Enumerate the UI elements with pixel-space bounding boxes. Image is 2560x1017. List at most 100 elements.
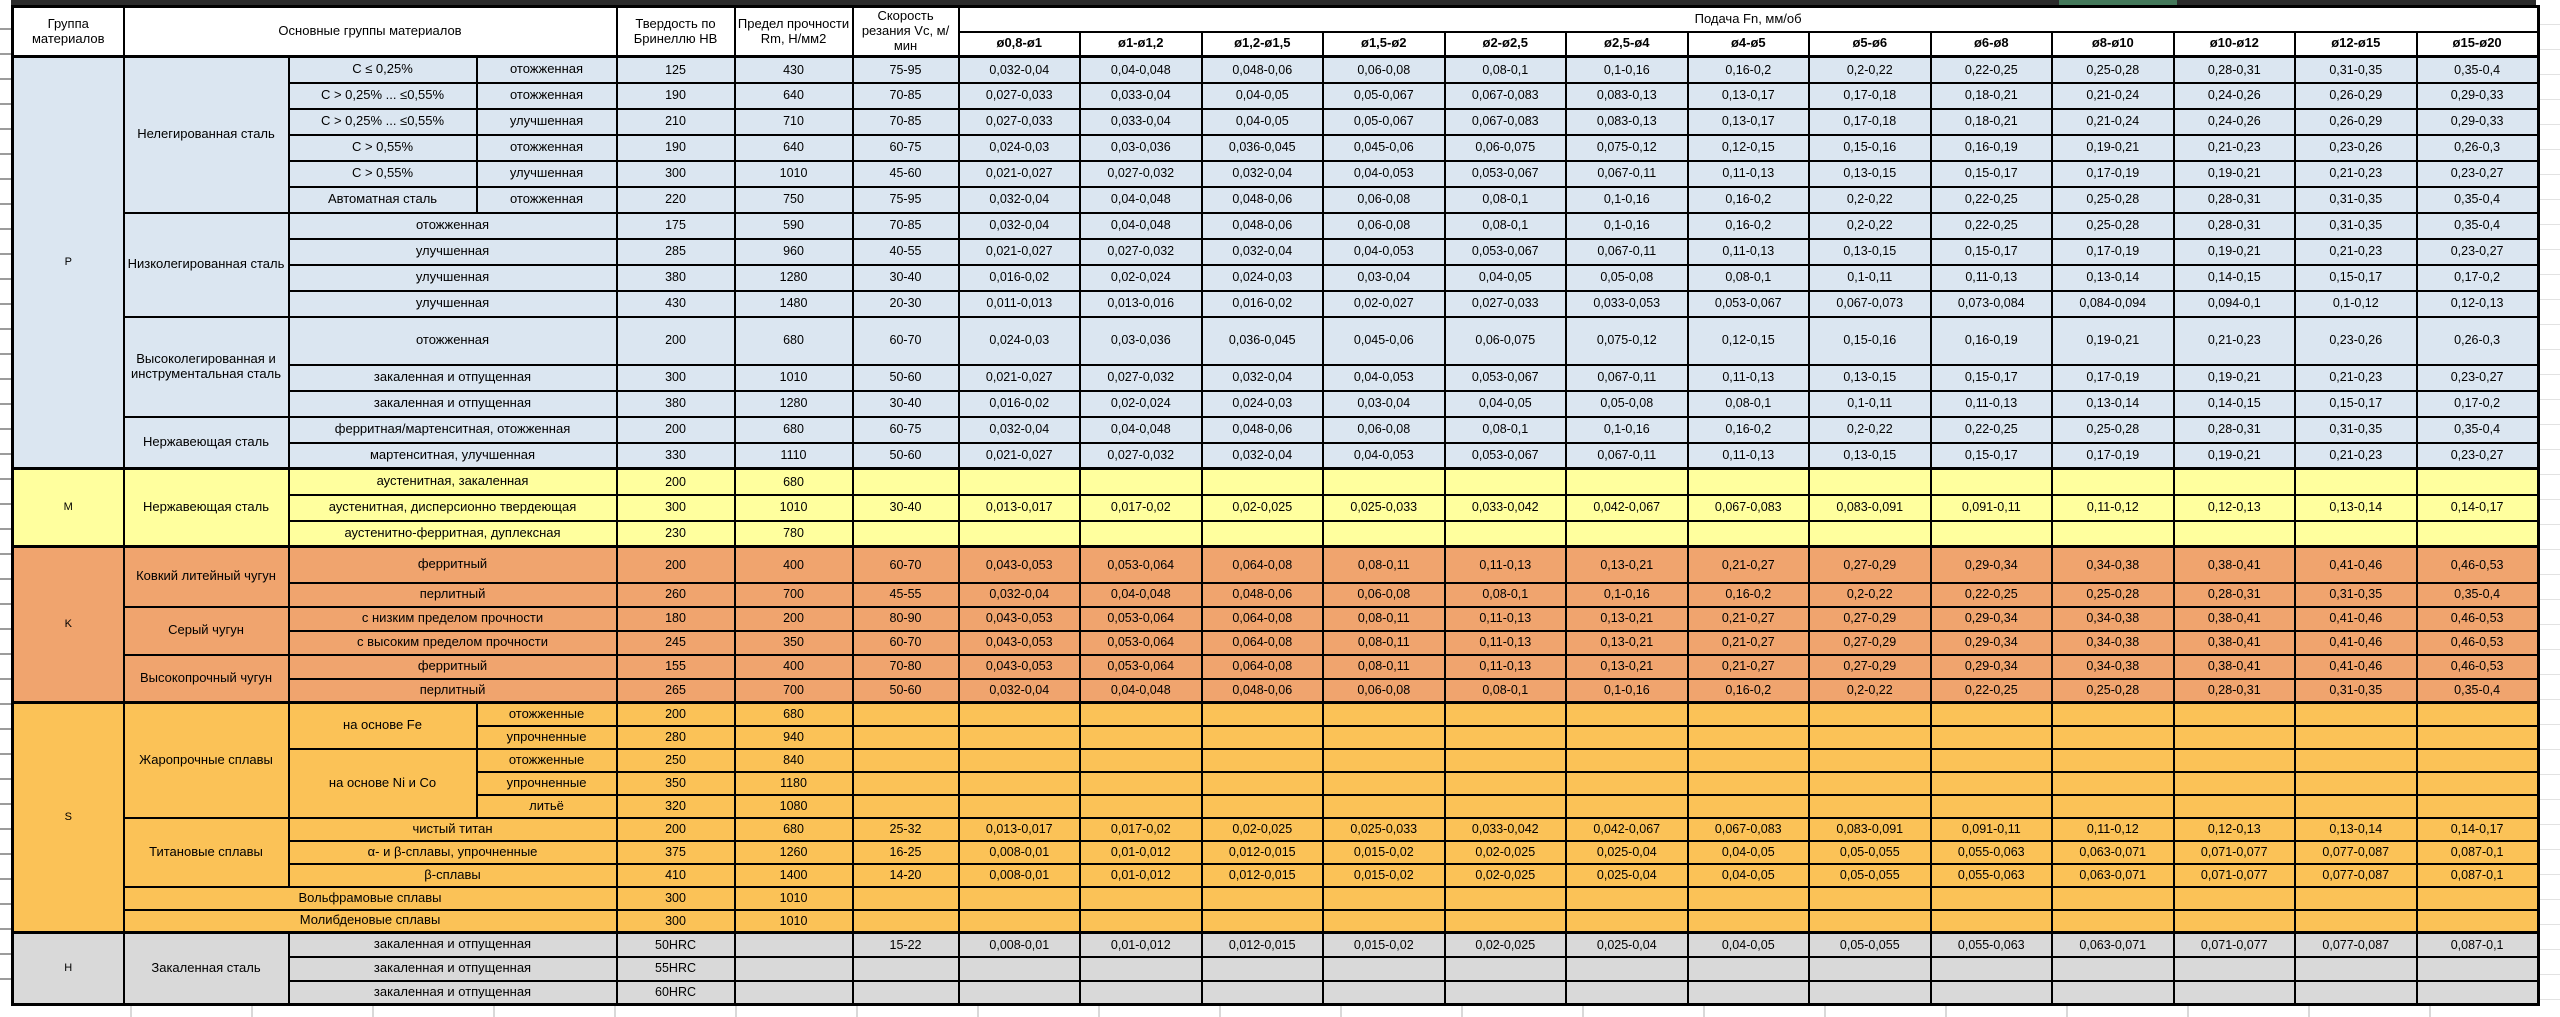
hardness-cell[interactable]: 50HRC	[615, 931, 736, 958]
hardness-cell[interactable]: 245	[615, 629, 736, 656]
strength-cell[interactable]: 710	[733, 107, 854, 136]
feed-cell-12[interactable]	[2415, 908, 2540, 934]
hardness-cell[interactable]: 55HRC	[615, 955, 736, 982]
hardness-cell[interactable]: 300	[615, 159, 736, 188]
feed-cell-5[interactable]: 0,05-0,08	[1565, 263, 1689, 292]
feed-cell-12[interactable]: 0,29-0,33	[2415, 107, 2540, 136]
feed-cell-1[interactable]: 0,01-0,012	[1079, 839, 1203, 865]
feed-cell-8[interactable]: 0,15-0,17	[1929, 441, 2054, 470]
feed-cell-11[interactable]: 0,21-0,23	[2294, 237, 2418, 266]
feed-cell-3[interactable]	[1322, 885, 1446, 911]
col-header-feed[interactable]: Подача Fn, мм/об	[957, 5, 2540, 33]
feed-cell-10[interactable]: 0,28-0,31	[2172, 185, 2297, 214]
speed-cell[interactable]: 30-40	[851, 263, 960, 292]
feed-cell-9[interactable]: 0,17-0,19	[2051, 441, 2175, 470]
feed-cell-2[interactable]: 0,04-0,05	[1200, 81, 1325, 110]
feed-cell-0[interactable]: 0,043-0,053	[957, 629, 1082, 656]
feed-cell-8[interactable]: 0,18-0,21	[1929, 81, 2054, 110]
feed-cell-4[interactable]	[1443, 701, 1568, 727]
feed-cell-12[interactable]: 0,23-0,27	[2415, 237, 2540, 266]
feed-cell-5[interactable]: 0,13-0,21	[1565, 653, 1689, 680]
feed-cell-6[interactable]	[1686, 885, 1811, 911]
feed-cell-8[interactable]	[1929, 467, 2054, 496]
group-letter-K[interactable]: K	[11, 545, 125, 704]
speed-cell[interactable]	[851, 770, 960, 796]
feed-cell-10[interactable]	[2172, 770, 2297, 796]
feed-cell-4[interactable]	[1443, 467, 1568, 496]
material-cell[interactable]: улучшенная	[287, 237, 618, 266]
speed-cell[interactable]: 75-95	[851, 185, 960, 214]
feed-cell-9[interactable]: 0,063-0,071	[2051, 839, 2175, 865]
feed-cell-2[interactable]	[1200, 701, 1325, 727]
feed-cell-10[interactable]: 0,12-0,13	[2172, 816, 2297, 842]
feed-cell-4[interactable]: 0,067-0,083	[1443, 81, 1568, 110]
speed-cell[interactable]	[851, 701, 960, 727]
feed-cell-11[interactable]: 0,13-0,14	[2294, 816, 2418, 842]
col-header-diameter-0[interactable]: ø0,8-ø1	[957, 30, 1082, 58]
feed-cell-8[interactable]: 0,055-0,063	[1929, 839, 2054, 865]
material-cell[interactable]: Титановые сплавы	[122, 816, 290, 888]
group-letter-M[interactable]: M	[11, 467, 125, 548]
feed-cell-6[interactable]	[1686, 701, 1811, 727]
hardness-cell[interactable]: 375	[615, 839, 736, 865]
feed-cell-12[interactable]: 0,29-0,33	[2415, 81, 2540, 110]
feed-cell-2[interactable]: 0,064-0,08	[1200, 545, 1325, 584]
feed-cell-5[interactable]: 0,1-0,16	[1565, 55, 1689, 84]
feed-cell-1[interactable]: 0,033-0,04	[1079, 107, 1203, 136]
feed-cell-10[interactable]: 0,38-0,41	[2172, 605, 2297, 632]
feed-cell-3[interactable]: 0,06-0,08	[1322, 677, 1446, 704]
feed-cell-11[interactable]	[2294, 747, 2418, 773]
feed-cell-0[interactable]: 0,024-0,03	[957, 315, 1082, 366]
material-cell[interactable]: Автоматная сталь	[287, 185, 478, 214]
feed-cell-9[interactable]: 0,063-0,071	[2051, 931, 2175, 958]
feed-cell-3[interactable]: 0,04-0,053	[1322, 363, 1446, 392]
feed-cell-5[interactable]	[1565, 701, 1689, 727]
material-cell[interactable]: ферритная/мартенситная, отожженная	[287, 415, 618, 444]
material-cell[interactable]: улучшенная	[287, 263, 618, 292]
feed-cell-7[interactable]: 0,05-0,055	[1808, 839, 1932, 865]
hardness-cell[interactable]: 125	[615, 55, 736, 84]
material-cell[interactable]: закаленная и отпущенная	[287, 979, 618, 1006]
feed-cell-7[interactable]: 0,05-0,055	[1808, 862, 1932, 888]
material-cell[interactable]: Высоколегированная и инструментальная ст…	[122, 315, 290, 418]
strength-cell[interactable]	[733, 979, 854, 1006]
feed-cell-9[interactable]	[2051, 979, 2175, 1006]
feed-cell-10[interactable]	[2172, 955, 2297, 982]
feed-cell-2[interactable]: 0,064-0,08	[1200, 605, 1325, 632]
feed-cell-2[interactable]: 0,02-0,025	[1200, 493, 1325, 522]
feed-cell-8[interactable]: 0,15-0,17	[1929, 363, 2054, 392]
feed-cell-2[interactable]: 0,024-0,03	[1200, 263, 1325, 292]
feed-cell-2[interactable]	[1200, 747, 1325, 773]
feed-cell-0[interactable]: 0,021-0,027	[957, 159, 1082, 188]
feed-cell-1[interactable]: 0,04-0,048	[1079, 581, 1203, 608]
material-cell[interactable]: с высоким пределом прочности	[287, 629, 618, 656]
feed-cell-7[interactable]	[1808, 908, 1932, 934]
feed-cell-4[interactable]	[1443, 885, 1568, 911]
feed-cell-5[interactable]	[1565, 955, 1689, 982]
feed-cell-1[interactable]: 0,033-0,04	[1079, 81, 1203, 110]
feed-cell-10[interactable]: 0,38-0,41	[2172, 629, 2297, 656]
feed-cell-2[interactable]: 0,032-0,04	[1200, 159, 1325, 188]
material-cell[interactable]: на основе Fe	[287, 701, 478, 750]
col-header-cutting-speed[interactable]: Скорость резания Vc, м/мин	[851, 5, 960, 58]
feed-cell-5[interactable]: 0,067-0,11	[1565, 363, 1689, 392]
feed-cell-3[interactable]	[1322, 701, 1446, 727]
feed-cell-9[interactable]: 0,25-0,28	[2051, 415, 2175, 444]
feed-cell-10[interactable]	[2172, 701, 2297, 727]
feed-cell-11[interactable]: 0,41-0,46	[2294, 605, 2418, 632]
feed-cell-10[interactable]: 0,28-0,31	[2172, 55, 2297, 84]
feed-cell-4[interactable]	[1443, 908, 1568, 934]
feed-cell-11[interactable]: 0,15-0,17	[2294, 389, 2418, 418]
speed-cell[interactable]: 60-70	[851, 315, 960, 366]
feed-cell-2[interactable]	[1200, 955, 1325, 982]
hardness-cell[interactable]: 210	[615, 107, 736, 136]
material-cell[interactable]: отожженная	[475, 133, 618, 162]
col-header-diameter-12[interactable]: ø15-ø20	[2415, 30, 2540, 58]
hardness-cell[interactable]: 430	[615, 289, 736, 318]
material-cell[interactable]: закаленная и отпущенная	[287, 931, 618, 958]
feed-cell-9[interactable]: 0,11-0,12	[2051, 816, 2175, 842]
feed-cell-6[interactable]: 0,21-0,27	[1686, 605, 1811, 632]
feed-cell-1[interactable]: 0,04-0,048	[1079, 55, 1203, 84]
feed-cell-12[interactable]: 0,087-0,1	[2415, 839, 2540, 865]
feed-cell-5[interactable]: 0,067-0,11	[1565, 159, 1689, 188]
